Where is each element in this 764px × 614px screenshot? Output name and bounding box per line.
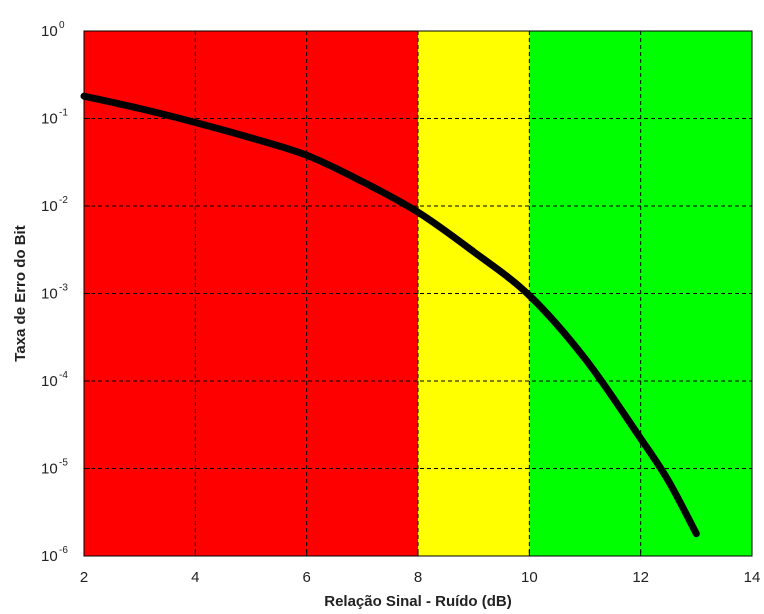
y-tick-label: 10 [41,373,58,390]
y-tick-label: 10 [41,286,58,303]
y-tick-exponent: -4 [59,370,68,381]
x-tick-label: 4 [191,569,199,586]
x-tick-label: 12 [632,569,649,586]
y-axis-title: Taxa de Erro do Bit [12,225,29,361]
y-tick-exponent: 0 [59,20,65,31]
x-tick-label: 8 [414,569,422,586]
y-tick-exponent: -1 [59,108,68,119]
y-tick-label: 10 [41,548,58,565]
y-tick-exponent: -6 [59,545,68,556]
x-tick-label: 2 [80,569,88,586]
y-tick-exponent: -2 [59,195,68,206]
y-tick-label: 10 [41,111,58,128]
y-tick-label: 10 [41,198,58,215]
series [80,92,700,538]
x-axis-title: Relação Sinal - Ruído (dB) [324,593,512,610]
x-tick-label: 10 [521,569,538,586]
y-tick-label: 10 [41,23,58,40]
y-tick-exponent: -3 [59,283,68,294]
x-axis-ticks: 2 4 6 8 10 12 14 [80,550,761,586]
y-tick-exponent: -5 [59,458,68,469]
x-tick-label: 14 [744,569,761,586]
x-tick-label: 6 [302,569,310,586]
region-0 [84,31,418,556]
y-tick-label: 10 [41,461,58,478]
ber-curve-0 [80,92,700,538]
